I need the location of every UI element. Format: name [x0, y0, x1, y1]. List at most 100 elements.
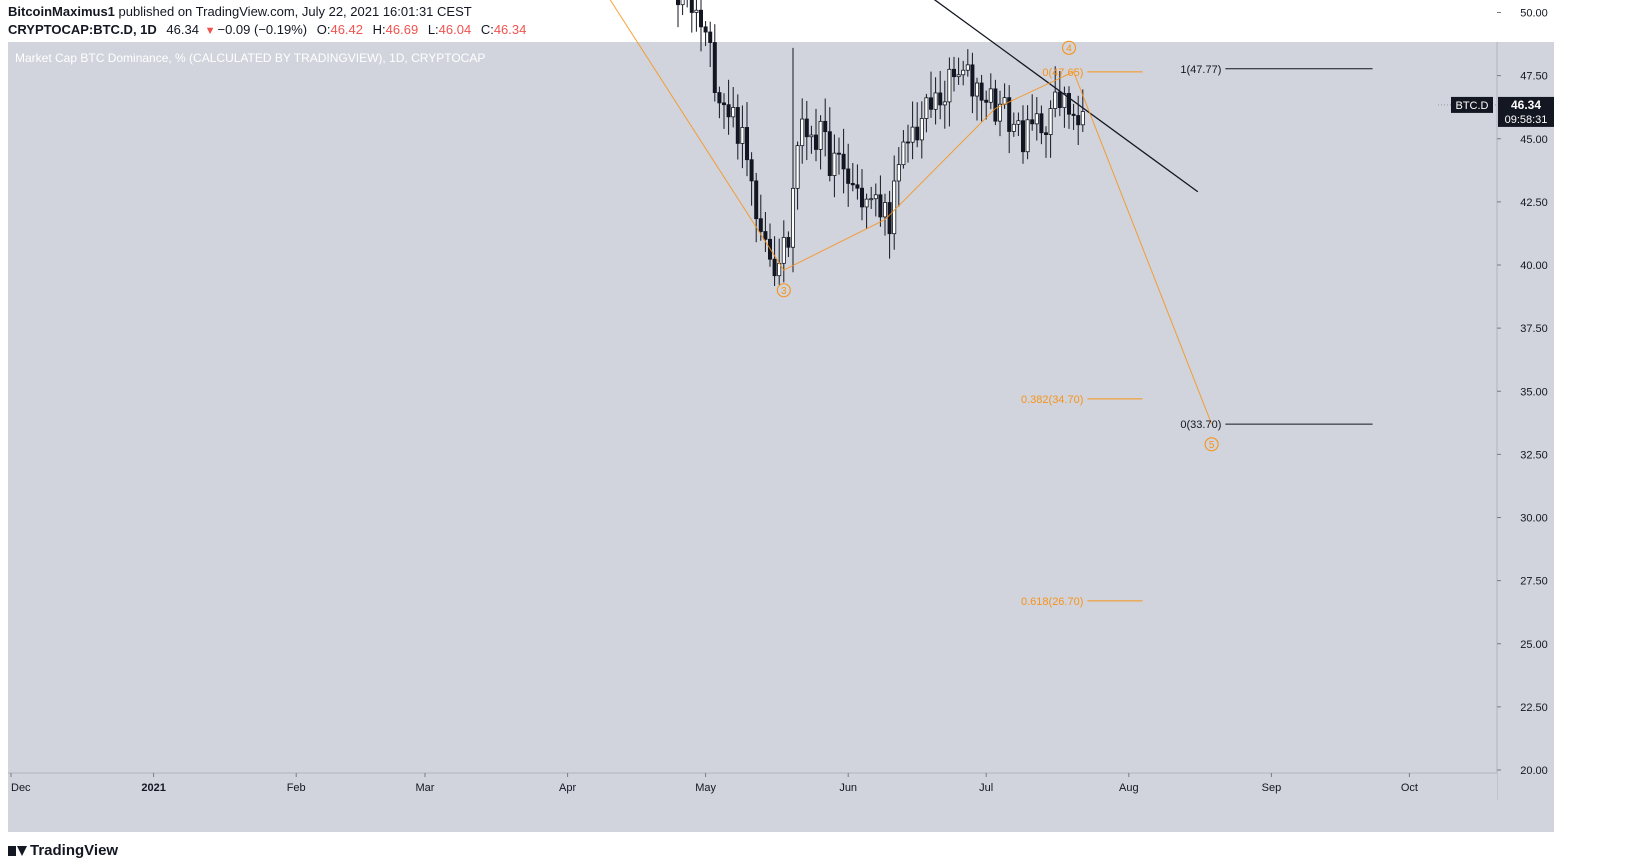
y-tick-label: 22.50: [1520, 702, 1548, 714]
x-tick-label: Mar: [416, 782, 435, 794]
candle-body: [800, 118, 805, 147]
candle-body: [942, 101, 947, 106]
candle-body: [689, 0, 694, 13]
candle-body: [979, 82, 984, 101]
x-tick-label: Apr: [559, 782, 576, 794]
candle-body: [754, 180, 759, 220]
fib-level-label: 0.382(34.70): [1021, 394, 1083, 406]
candle-body: [717, 92, 722, 104]
x-tick-label: May: [695, 782, 716, 794]
candle-body: [1011, 123, 1016, 132]
candle-body: [1025, 119, 1030, 153]
fib-level-label: 1(47.77): [1180, 64, 1221, 76]
candle-body: [855, 184, 860, 189]
plot-area[interactable]: [8, 42, 1554, 832]
candle-body: [915, 126, 920, 141]
candle-body: [984, 99, 989, 103]
candle-body: [1076, 115, 1081, 126]
candle-body: [827, 131, 832, 176]
candle-body: [1021, 120, 1026, 153]
x-tick-label: Dec: [11, 782, 31, 794]
wave-label-circle: [776, 283, 791, 298]
candle-body: [887, 202, 892, 235]
candle-body: [722, 102, 727, 106]
price-tag: [1498, 96, 1554, 127]
candle-body: [1034, 113, 1039, 125]
fib-level-label: 0(33.70): [1180, 419, 1221, 431]
trendline[interactable]: [121, 0, 1199, 193]
candle-body: [703, 26, 708, 33]
candle-body: [1007, 97, 1012, 132]
published-text: published on TradingView.com, July 22, 2…: [118, 4, 472, 19]
candle-body: [947, 68, 952, 103]
price-tag-value: 46.34: [1511, 98, 1541, 112]
candle-body: [745, 127, 750, 161]
x-tick-label: Oct: [1401, 782, 1418, 794]
candle-body: [924, 97, 929, 119]
candle-body: [680, 0, 685, 6]
fib-level-label: 0.618(26.70): [1021, 596, 1083, 608]
candle-body: [993, 88, 998, 122]
x-tick-label: Aug: [1119, 782, 1139, 794]
close-label: C:: [480, 22, 494, 37]
candle-body: [809, 134, 814, 138]
candle-body: [804, 118, 809, 138]
candle-body: [837, 152, 842, 155]
x-tick-label: Jun: [839, 782, 857, 794]
candle-body: [795, 145, 800, 189]
symbol-tag: [1451, 96, 1493, 113]
candle-body: [1057, 91, 1062, 108]
candle-body: [791, 187, 796, 248]
candle-body: [878, 194, 883, 218]
candle-body: [910, 126, 915, 143]
candle-body: [961, 69, 966, 76]
candle-body: [708, 31, 713, 43]
candle-body: [731, 107, 736, 118]
candle-body: [749, 159, 754, 182]
y-tick-label: 50.00: [1520, 8, 1548, 20]
elliott-wave-path[interactable]: [167, 0, 1213, 425]
x-tick-label: Jul: [979, 782, 993, 794]
candle-body: [818, 120, 823, 150]
candle-body: [1048, 108, 1053, 135]
candle-body: [1016, 120, 1021, 125]
y-tick-label: 30.00: [1520, 513, 1548, 525]
candle-body: [975, 82, 980, 97]
candle-body: [938, 92, 943, 106]
time-axis[interactable]: [8, 773, 1497, 800]
low-label: L:: [427, 22, 439, 37]
tradingview-logo[interactable]: TradingView: [8, 842, 118, 859]
candle-body: [1044, 132, 1049, 135]
fib-level-label: 0(47.65): [1042, 67, 1083, 79]
x-tick-label: 2021: [141, 782, 165, 794]
high-value: 46.69: [385, 22, 419, 37]
publish-info: BitcoinMaximus1 published on TradingView…: [8, 4, 472, 20]
candle-body: [786, 237, 791, 248]
candle-body: [860, 187, 865, 208]
open-label: O:: [316, 22, 331, 37]
candle-body: [735, 107, 740, 144]
candle-body: [712, 42, 717, 93]
price-axis[interactable]: [1497, 42, 1554, 773]
y-tick-label: 47.50: [1520, 71, 1548, 83]
author-name[interactable]: BitcoinMaximus1: [8, 4, 115, 19]
candle-body: [1062, 93, 1067, 108]
candle-body: [694, 9, 699, 13]
candle-body: [965, 64, 970, 71]
symbol-info: CRYPTOCAP:BTC.D, 1D 46.34 ▼ −0.09 (−0.19%…: [8, 22, 526, 39]
down-arrow-icon: ▼: [204, 25, 216, 37]
price-tag-countdown: 09:58:31: [1505, 114, 1548, 126]
candle-body: [892, 180, 897, 235]
low-value: 46.04: [438, 22, 472, 37]
candle-body: [823, 120, 828, 133]
y-tick-label: 40.00: [1520, 260, 1548, 272]
candle-body: [1080, 111, 1085, 126]
candle-body: [869, 198, 874, 201]
candle-body: [970, 64, 975, 97]
y-tick-label: 20.00: [1520, 765, 1548, 777]
wave-label-circle: [1061, 40, 1077, 55]
wave-label: 4: [1066, 43, 1072, 54]
candle-body: [906, 141, 911, 144]
y-tick-label: 35.00: [1520, 386, 1548, 398]
